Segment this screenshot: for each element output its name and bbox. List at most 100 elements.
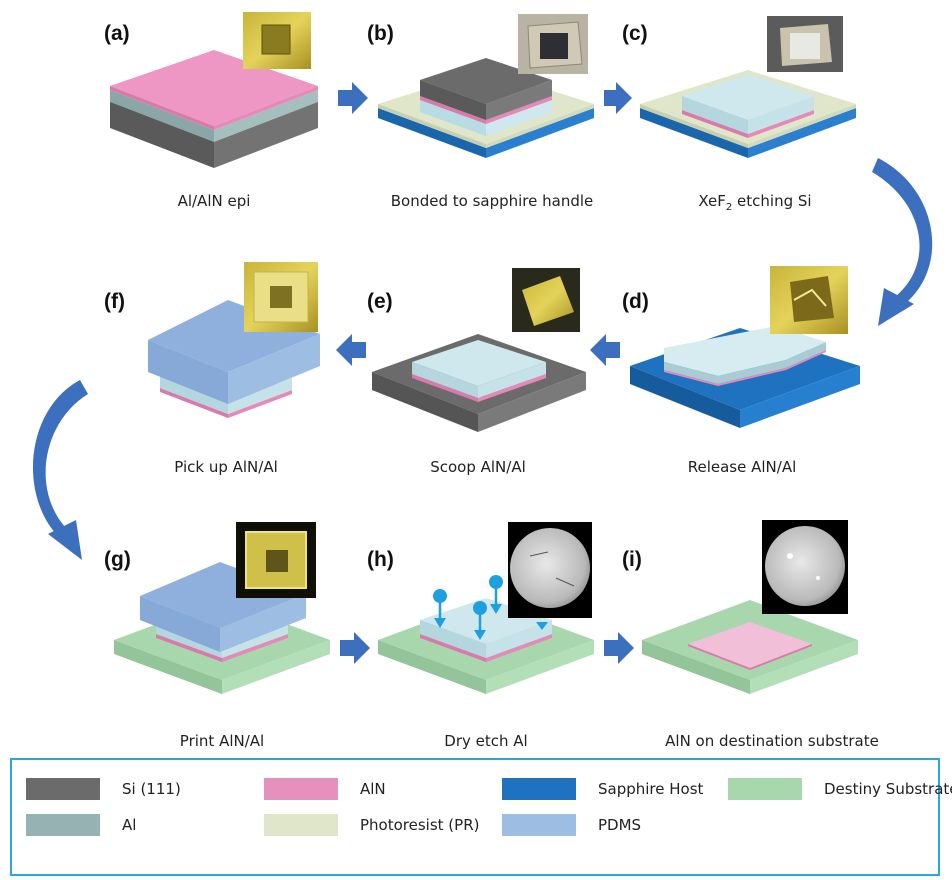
al-layer-right xyxy=(486,620,552,658)
photoresist-side-left xyxy=(640,104,748,148)
si-substrate-side-right xyxy=(478,372,586,432)
caption-c: XeF2 etching Si xyxy=(698,192,811,213)
panel-a: (a) Al/AlN epi xyxy=(104,12,318,210)
legend-item-si: Si (111) xyxy=(26,778,181,800)
legend-label: Si (111) xyxy=(122,780,181,798)
legend-swatch xyxy=(26,814,100,836)
aln-layer-side-left xyxy=(110,86,214,130)
microscope-inset-i xyxy=(762,520,848,614)
pdms-side-right xyxy=(220,594,306,652)
sapphire-side-right xyxy=(740,366,860,428)
caption-b: Bonded to sapphire handle xyxy=(391,192,594,210)
al-layer-left xyxy=(412,362,478,398)
panel-g: (g) Print AlN/Al xyxy=(104,522,330,750)
si-substrate-side-left xyxy=(372,372,478,432)
photoresist-side-right xyxy=(486,104,594,148)
panel-label-b: (b) xyxy=(367,22,394,45)
photo-inset-d xyxy=(770,266,848,334)
photo-inset-b xyxy=(518,14,588,74)
legend-item-sapphire: Sapphire Host xyxy=(502,778,703,800)
pdms-side-left xyxy=(148,340,228,404)
legend-label: PDMS xyxy=(598,816,642,834)
legend-item-destiny: Destiny Substrates xyxy=(728,778,952,800)
al-layer-right xyxy=(486,100,552,136)
photoresist-side-left xyxy=(378,104,486,148)
al-layer-left xyxy=(420,620,486,658)
destiny-substrate-side-left xyxy=(114,640,222,694)
destiny-substrate-side-left xyxy=(642,640,750,694)
pdms-side-right xyxy=(228,334,320,404)
legend-swatch xyxy=(728,778,802,800)
aln-layer-right xyxy=(228,390,292,418)
arrow-right-icon xyxy=(604,632,634,664)
aln-layer-right xyxy=(486,96,552,124)
process-flow-diagram: (a) Al/AlN epi (b) xyxy=(32,12,933,750)
photo-inset-g xyxy=(236,522,316,598)
legend-swatch xyxy=(26,778,100,800)
arrow-right-icon xyxy=(340,632,370,664)
legend-swatch xyxy=(502,778,576,800)
legend-swatch xyxy=(502,814,576,836)
destiny-substrate-side-right xyxy=(222,640,330,694)
si-layer-right xyxy=(486,80,552,120)
legend: Si (111) AlN Sapphire Host Destiny Subst… xyxy=(10,758,952,876)
aln-layer-right xyxy=(748,110,814,138)
al-layer-top xyxy=(682,74,814,120)
legend-item-aln: AlN xyxy=(264,778,386,800)
al-layer-right xyxy=(748,96,814,134)
microscope-inset-h xyxy=(508,522,592,618)
photoresist-side-right xyxy=(748,104,856,148)
aln-layer-left xyxy=(682,110,748,138)
panel-d: (d) Release AlN/Al xyxy=(622,266,860,476)
caption-i: AlN on destination substrate xyxy=(665,732,879,750)
curved-arrow-icon xyxy=(872,158,933,326)
photo-inset-f xyxy=(244,262,318,332)
arrow-left-icon xyxy=(590,334,620,366)
etch-ion-icon xyxy=(473,601,487,640)
etch-ion-icon xyxy=(433,589,447,628)
photo-inset-a xyxy=(243,12,311,69)
destiny-substrate-side-right xyxy=(750,640,858,694)
panel-label-a: (a) xyxy=(104,22,130,45)
sapphire-side-left xyxy=(640,108,748,158)
al-layer-side-left xyxy=(110,90,214,142)
sapphire-side-left xyxy=(378,108,486,158)
panel-h: (h) Dry etch Al xyxy=(367,522,594,750)
si-layer-left xyxy=(420,80,486,120)
aln-layer-left xyxy=(412,374,478,402)
panel-label-g: (g) xyxy=(104,548,131,571)
released-film-top xyxy=(664,326,826,376)
pdms-top xyxy=(140,562,306,628)
al-layer-left xyxy=(682,96,748,134)
panel-e: (e) Scoop AlN/Al xyxy=(367,268,586,476)
legend-label: AlN xyxy=(360,780,386,798)
al-layer-left xyxy=(160,376,228,414)
panel-label-i: (i) xyxy=(622,548,642,571)
panel-label-h: (h) xyxy=(367,548,394,571)
panel-label-e: (e) xyxy=(367,290,393,313)
caption-h: Dry etch Al xyxy=(444,732,527,750)
aln-layer-left xyxy=(420,634,486,662)
curved-arrow-icon xyxy=(32,380,88,560)
etch-ion-icon xyxy=(536,622,548,630)
sapphire-side-right xyxy=(486,108,594,158)
photo-inset-e xyxy=(512,268,580,332)
si-layer-side-right xyxy=(214,100,318,168)
panel-label-c: (c) xyxy=(622,22,648,45)
caption-d: Release AlN/Al xyxy=(688,458,797,476)
legend-swatch xyxy=(264,814,338,836)
aln-layer-left xyxy=(420,96,486,124)
caption-g: Print AlN/Al xyxy=(180,732,264,750)
aln-film-top xyxy=(688,622,812,668)
al-layer-right xyxy=(478,362,546,398)
legend-swatch xyxy=(264,778,338,800)
aln-layer-side-right xyxy=(214,86,318,130)
panel-label-f: (f) xyxy=(104,290,125,313)
legend-item-photoresist: Photoresist (PR) xyxy=(264,814,479,836)
aln-layer-right xyxy=(478,374,546,402)
etch-ion-icon xyxy=(489,575,503,614)
aln-layer-left xyxy=(160,388,228,418)
panel-i: (i) AlN on destination substrate xyxy=(622,520,879,750)
aln-layer-right xyxy=(486,634,552,662)
aln-layer-left xyxy=(156,634,222,662)
